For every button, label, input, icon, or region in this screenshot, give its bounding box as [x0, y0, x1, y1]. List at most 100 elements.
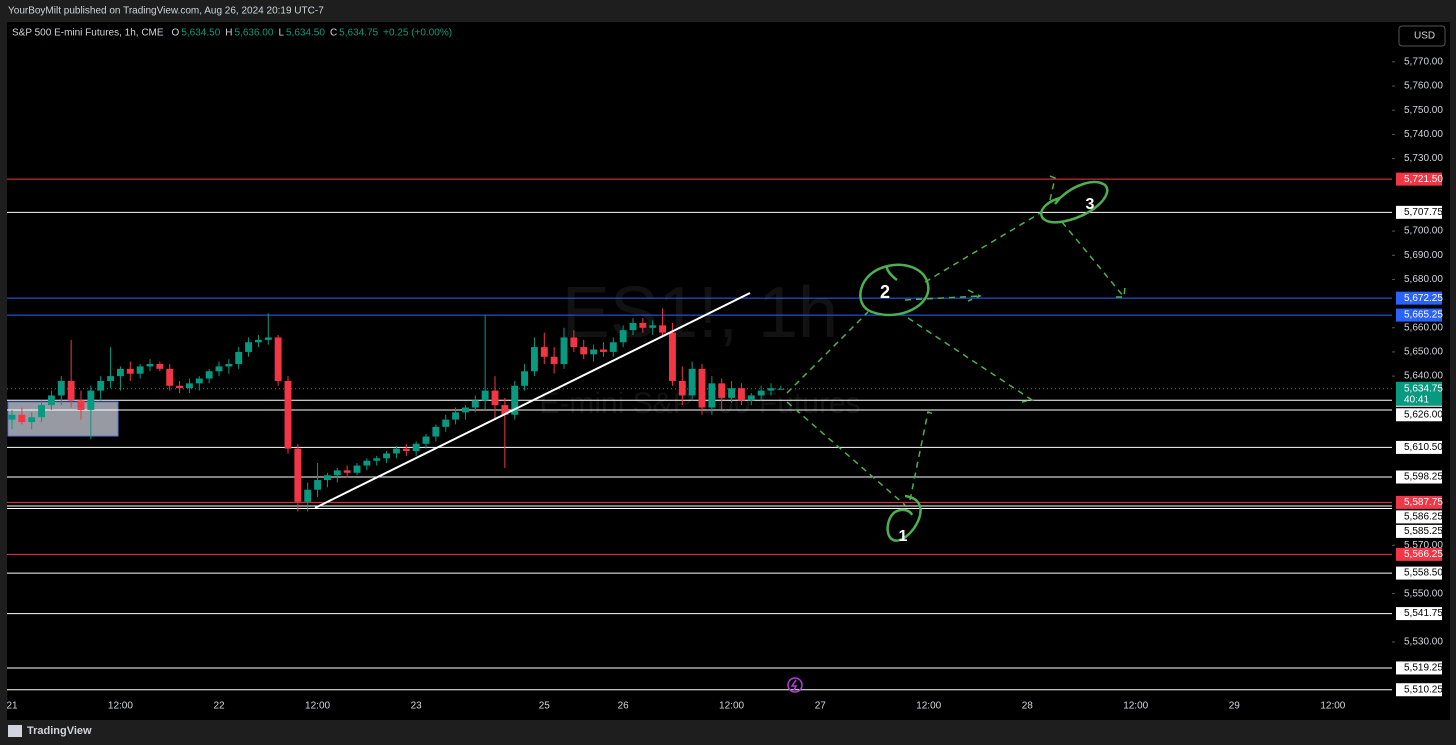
level-label-box — [1396, 547, 1442, 561]
range-box — [7, 401, 119, 437]
candle-body — [452, 412, 460, 420]
legend-text: L — [278, 28, 284, 39]
candle-body — [402, 448, 410, 452]
candle-body — [373, 458, 381, 461]
annotation: 3 — [1086, 196, 1095, 213]
candle-body — [274, 337, 282, 381]
candle-body — [116, 368, 124, 377]
candle-body — [254, 339, 262, 343]
candle-body — [77, 400, 85, 410]
y-tick-label: 5,680.00 — [1404, 274, 1443, 285]
level-label-box — [1396, 495, 1442, 509]
candle-body — [728, 388, 736, 398]
level-label-box — [1396, 172, 1442, 186]
x-tick-label: 21 — [6, 701, 18, 712]
candle-body — [540, 347, 548, 357]
candle-body — [136, 366, 144, 374]
candle-body — [737, 388, 745, 401]
path-1-up — [909, 411, 935, 501]
candle-body — [215, 366, 223, 372]
x-tick-label: 12:00 — [108, 701, 133, 712]
candle-body — [511, 385, 519, 415]
x-tick-label: 29 — [1229, 701, 1241, 712]
path-2-to-3 — [924, 211, 1043, 283]
x-tick-label: 12:00 — [1320, 701, 1345, 712]
candle-body — [461, 407, 469, 413]
y-tick-label: 5,770.00 — [1404, 57, 1443, 68]
path-2-down — [907, 317, 1034, 403]
level-label-box — [1396, 607, 1442, 621]
brand-logo — [8, 725, 22, 737]
candle-body — [185, 383, 193, 389]
candle-body — [698, 368, 706, 408]
candle-body — [530, 347, 538, 372]
x-tick-label: 12:00 — [719, 701, 744, 712]
circle-1 — [886, 494, 922, 542]
level-label-box — [1396, 205, 1442, 219]
annotation: 2 — [880, 282, 890, 302]
candle-body — [314, 480, 322, 490]
level-label: 5,672.25 — [1404, 293, 1443, 304]
candle-body — [176, 385, 184, 389]
legend-text: S&P 500 E-mini Futures, 1h, CME — [12, 28, 164, 39]
candle-body — [245, 342, 253, 352]
path-3-down — [1061, 221, 1126, 298]
y-tick-label: 5,650.00 — [1404, 347, 1443, 358]
publish-header: YourBoyMilt published on TradingView.com… — [8, 6, 324, 17]
level-label-box — [1396, 661, 1442, 675]
level-label: 5,519.25 — [1404, 663, 1443, 674]
candle-body — [264, 337, 272, 340]
candle-body — [225, 364, 233, 367]
candle-body — [383, 453, 391, 459]
legend-text: 5,634.50 — [181, 28, 220, 39]
countdown-label: 40:41 — [1404, 394, 1429, 405]
level-label-box — [1396, 524, 1442, 538]
path-to-1 — [786, 401, 906, 506]
level-label: 5,585.25 — [1404, 526, 1443, 537]
candle-body — [67, 380, 75, 401]
y-tick-label: 5,530.00 — [1404, 637, 1443, 648]
currency-button[interactable] — [1398, 25, 1446, 47]
candle-body — [491, 390, 499, 406]
candle-body — [294, 448, 302, 502]
candle-body — [649, 325, 657, 328]
candle-body — [284, 380, 292, 449]
y-tick-label: 5,730.00 — [1404, 153, 1443, 164]
event-icon[interactable] — [787, 677, 803, 693]
candle-body — [570, 337, 578, 348]
legend-text: +0.25 (+0.00%) — [383, 28, 452, 39]
price-axis: 5,770.00 5,760.00 5,750.00 5,740.00 5,730.00… — [1392, 57, 1443, 697]
candle-body — [432, 426, 440, 437]
candle-body — [87, 390, 95, 410]
x-tick-label: 22 — [213, 701, 225, 712]
candle-body — [767, 388, 775, 391]
candle-body — [471, 400, 479, 408]
level-label-box — [1396, 566, 1442, 580]
candle-body — [599, 349, 607, 352]
candle-body — [688, 368, 696, 396]
candle-body — [205, 371, 213, 379]
candle-body — [619, 330, 627, 343]
y-tick-label: 5,690.00 — [1404, 250, 1443, 261]
candle-body — [718, 383, 726, 398]
level-label-box — [1396, 291, 1442, 305]
x-tick-label: 12:00 — [916, 701, 941, 712]
level-label: 5,586.25 — [1404, 512, 1443, 523]
candle-body — [146, 364, 154, 367]
candle-body — [560, 337, 568, 365]
currency-label[interactable]: USD — [1414, 31, 1435, 42]
path-3-up — [1046, 174, 1056, 201]
legend-text: 5,634.75 — [339, 28, 378, 39]
level-label: 5,707.75 — [1404, 207, 1443, 218]
level-label: 5,558.50 — [1404, 568, 1443, 579]
candle-body — [343, 470, 351, 473]
candle-body — [235, 351, 243, 365]
x-tick-label: 12:00 — [1123, 701, 1148, 712]
candle-body — [629, 322, 637, 331]
hand-circles — [859, 180, 1109, 542]
candle-body — [550, 356, 558, 365]
candle-body — [521, 371, 529, 386]
circle-3 — [1040, 180, 1109, 224]
candle-body — [678, 380, 686, 396]
